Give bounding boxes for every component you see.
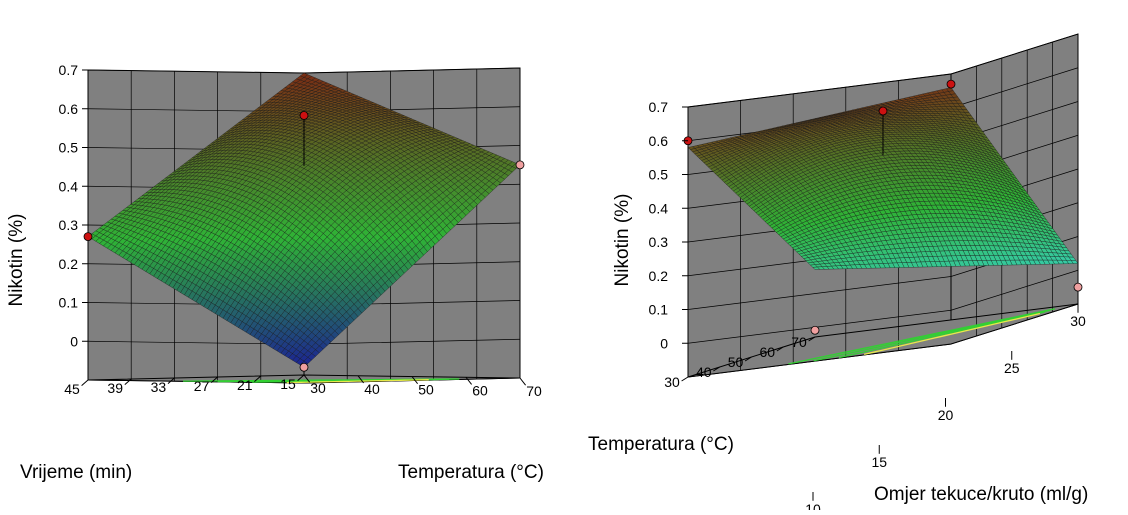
y-tick-label: 60 [472,382,488,398]
z-tick-label: 0.4 [649,200,669,216]
design-point [1074,283,1082,291]
x-tick [82,380,88,386]
z-tick-label: 0.1 [649,302,669,318]
z-tick-label: 0.7 [59,62,79,78]
z-tick-label: 0.6 [59,101,79,117]
z-axis-title: Nikotin (%) [6,214,27,307]
x-tick-label: 15 [871,454,887,470]
design-point [84,233,92,241]
y-axis-title: Temperatura (°C) [398,462,544,483]
y-tick [520,378,526,385]
x-tick-label: 21 [237,377,253,393]
design-point [516,161,524,169]
design-point [811,326,819,334]
y-tick-label: 70 [526,383,542,399]
x-tick-label: 25 [1004,360,1020,376]
x-tick-label: 39 [107,380,123,396]
z-axis-title: Nikotin (%) [612,194,633,287]
surface-plot-nikotin-vrijeme-temperatura: 0 0.1 0.2 0.3 0.4 0.5 0.6 0.7 45 39 33 27 21 15 30 40 50… [6,62,544,483]
design-point [947,80,955,88]
z-tick-label: 0 [660,335,668,351]
y-tick-label: 30 [664,374,680,390]
x-tick-label: 30 [1070,313,1086,329]
z-tick-label: 0.5 [649,167,669,183]
z-tick-label: 0.7 [649,99,669,115]
y-axis-title: Temperatura (°C) [588,434,734,455]
z-tick-label: 0.5 [59,140,79,156]
z-tick-label: 0 [70,333,78,349]
x-axis-title: Omjer tekuce/kruto (ml/g) [874,484,1088,505]
y-tick-label: 50 [418,382,434,398]
z-tick-label: 0.3 [649,234,669,250]
x-tick-label: 20 [938,407,954,423]
x-tick-label: 10 [805,501,821,510]
y-tick-label: 40 [364,381,380,397]
x-tick-label: 45 [64,381,80,397]
y-tick-label: 30 [310,380,326,396]
z-tick-label: 0.1 [59,295,79,311]
z-tick-label: 0.2 [59,256,79,272]
z-tick-label: 0.4 [59,178,79,194]
z-tick-label: 0.3 [59,217,79,233]
x-axis-title: Vrijeme (min) [20,462,132,483]
x-tick-label: 27 [194,378,210,394]
x-tick-label: 15 [280,376,296,392]
design-point [300,363,308,371]
y-tick [682,377,688,381]
z-tick-label: 0.2 [649,268,669,284]
y-tick-label: 60 [759,344,775,360]
surface-plot-nikotin-omjer-temperatura: 0 0.1 0.2 0.3 0.4 0.5 0.6 0.7 30 40 50 60 70 10 15 20 25… [588,34,1088,510]
y-tick-label: 40 [696,364,712,380]
y-tick-label: 70 [791,334,807,350]
design-point [879,107,887,115]
y-tick-label: 50 [728,354,744,370]
design-point [300,112,308,120]
x-tick-label: 33 [151,379,167,395]
z-tick-label: 0.6 [649,133,669,149]
